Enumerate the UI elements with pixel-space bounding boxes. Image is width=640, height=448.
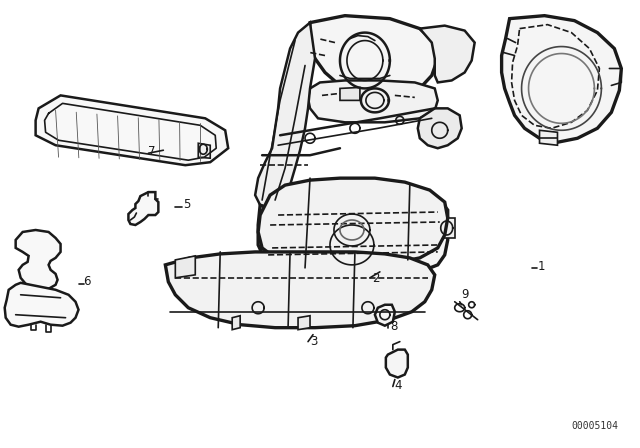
Polygon shape	[36, 95, 228, 165]
Polygon shape	[440, 218, 454, 238]
Polygon shape	[129, 192, 158, 225]
Text: 4: 4	[395, 379, 403, 392]
Polygon shape	[298, 316, 310, 330]
Polygon shape	[258, 178, 448, 268]
Polygon shape	[310, 223, 395, 267]
Text: 2: 2	[372, 272, 380, 285]
Text: 5: 5	[183, 198, 191, 211]
Polygon shape	[258, 195, 448, 280]
Polygon shape	[15, 230, 61, 290]
Text: 8: 8	[390, 320, 397, 333]
Polygon shape	[540, 130, 557, 145]
Text: 00005104: 00005104	[572, 422, 618, 431]
Polygon shape	[418, 108, 461, 148]
Polygon shape	[255, 23, 315, 208]
Polygon shape	[502, 16, 621, 142]
Polygon shape	[175, 256, 195, 278]
Polygon shape	[375, 305, 395, 326]
Polygon shape	[308, 81, 438, 122]
Polygon shape	[198, 143, 210, 158]
Text: 7: 7	[148, 145, 156, 158]
Text: 9: 9	[461, 288, 469, 301]
Polygon shape	[308, 16, 438, 99]
Polygon shape	[420, 26, 475, 82]
Polygon shape	[165, 252, 435, 327]
Polygon shape	[340, 87, 360, 100]
Polygon shape	[4, 283, 79, 327]
Polygon shape	[386, 349, 408, 378]
Text: 1: 1	[538, 260, 545, 273]
Text: 3: 3	[310, 335, 317, 348]
Polygon shape	[232, 316, 240, 330]
Text: 6: 6	[83, 275, 91, 288]
